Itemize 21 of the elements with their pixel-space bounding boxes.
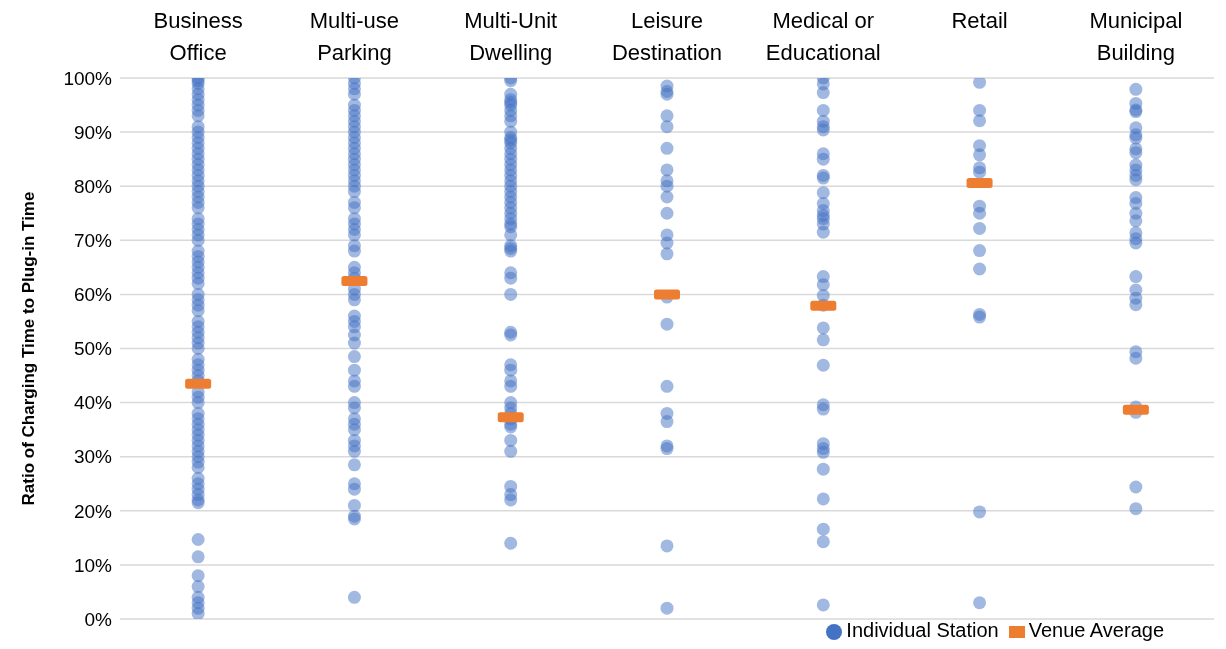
y-tick-label: 40% — [73, 392, 113, 414]
legend-label: Individual Station — [846, 619, 999, 641]
y-tick-label: 0% — [84, 608, 113, 630]
y-tick-label: 60% — [73, 284, 113, 306]
y-axis-title: Ratio of Charging Time to Plug-in Time — [19, 191, 39, 506]
y-tick-label: 80% — [73, 175, 113, 197]
legend-label: Venue Average — [1028, 619, 1164, 641]
y-tick-label: 90% — [73, 121, 113, 143]
x-tick-label: Multi-use Parking — [309, 8, 400, 65]
x-tick-label: Medical or Educational — [765, 8, 881, 65]
y-tick-label: 10% — [73, 554, 113, 576]
x-tick-label: Multi-Unit Dwelling — [464, 8, 558, 65]
y-tick-label: 20% — [73, 500, 113, 522]
y-tick-label: 30% — [73, 446, 113, 468]
x-tick-label: Municipal Building — [1089, 8, 1183, 65]
x-tick-label: Business Office — [153, 8, 243, 65]
y-tick-label: 70% — [73, 230, 113, 252]
x-tick-label: Retail — [951, 8, 1008, 33]
y-tick-label: 100% — [63, 67, 113, 89]
x-tick-label: Leisure Destination — [611, 8, 723, 65]
y-tick-label: 50% — [73, 338, 113, 360]
